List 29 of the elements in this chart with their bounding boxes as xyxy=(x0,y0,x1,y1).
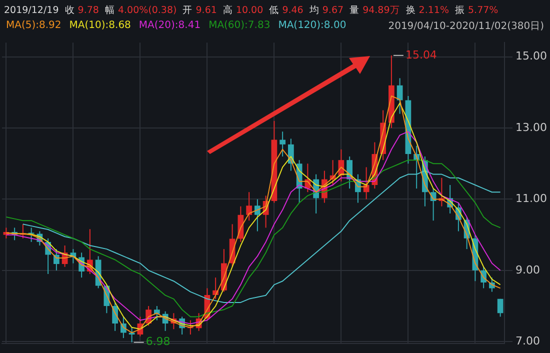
candlestick xyxy=(497,298,504,318)
text: 振 5.77% xyxy=(454,4,498,16)
text: MA(5):8.92 xyxy=(6,20,62,31)
text: 高 10.00 xyxy=(222,4,264,16)
text: 2019/12/19 xyxy=(4,4,59,16)
candlestick xyxy=(396,78,403,114)
text: 低 9.46 xyxy=(269,4,304,16)
y-tick-label: 7.00 xyxy=(516,334,540,348)
text: 收 9.78 xyxy=(64,4,99,16)
text: MA(120):8.00 xyxy=(278,20,346,31)
candlestick xyxy=(246,192,252,222)
text: MA(20):8.41 xyxy=(138,20,201,31)
text: MA(60):7.83 xyxy=(208,20,270,31)
y-tick-label: 13.00 xyxy=(516,120,548,134)
text: 2019/04/10-2020/11/02(380日) xyxy=(388,20,544,32)
text: 开 9.61 xyxy=(182,4,217,16)
candlestick xyxy=(254,198,260,232)
text: 量 94.89万 xyxy=(350,4,400,16)
y-tick-label: 11.00 xyxy=(516,192,548,206)
text: 换 2.11% xyxy=(406,4,449,16)
y-tick-label: 9.00 xyxy=(516,263,540,276)
candlestick xyxy=(128,326,135,343)
annotation: 15.04 xyxy=(405,48,437,62)
text: MA(10):8.68 xyxy=(69,20,131,31)
candlestick xyxy=(280,131,286,158)
y-tick-label: 15.00 xyxy=(516,50,548,63)
text: 幅 4.00%(0.38) xyxy=(104,4,177,16)
annotation: 6.98 xyxy=(146,335,170,348)
text: 均 9.67 xyxy=(309,4,344,16)
